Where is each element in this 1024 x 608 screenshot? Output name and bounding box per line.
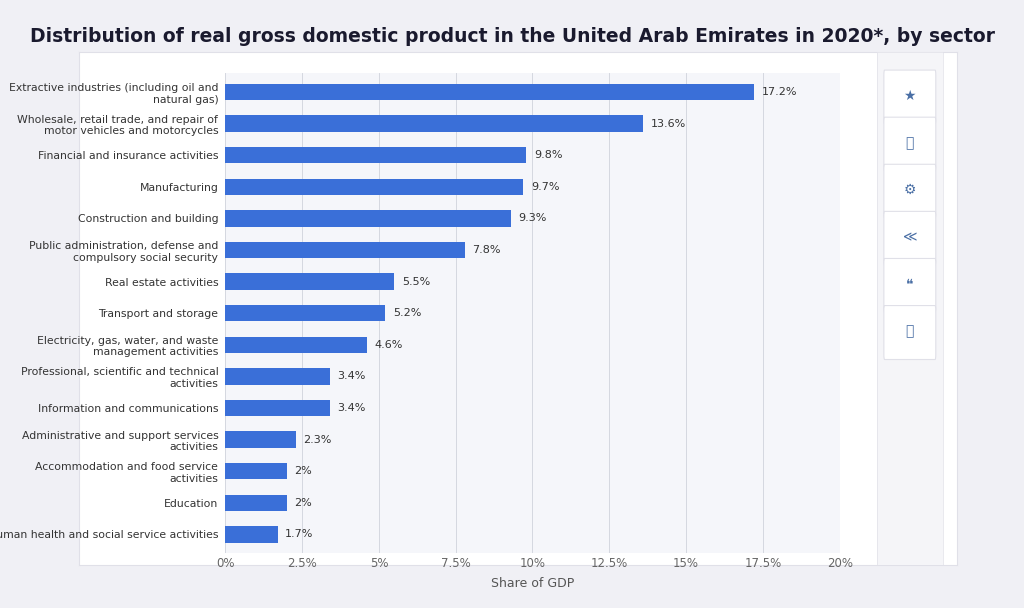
Bar bbox=[225, 494, 287, 511]
Text: ❝: ❝ bbox=[906, 277, 913, 291]
Text: 🔔: 🔔 bbox=[905, 136, 914, 150]
Bar bbox=[225, 526, 278, 542]
Text: 3.4%: 3.4% bbox=[338, 371, 366, 381]
FancyBboxPatch shape bbox=[884, 306, 936, 359]
Bar bbox=[225, 210, 511, 227]
Text: ≪: ≪ bbox=[902, 230, 918, 244]
Text: 9.7%: 9.7% bbox=[530, 182, 559, 192]
Text: 7.8%: 7.8% bbox=[473, 245, 501, 255]
FancyBboxPatch shape bbox=[884, 70, 936, 124]
Bar bbox=[225, 179, 523, 195]
FancyBboxPatch shape bbox=[884, 258, 936, 313]
Bar bbox=[225, 116, 643, 132]
Text: 🖨: 🖨 bbox=[905, 324, 914, 338]
FancyBboxPatch shape bbox=[884, 117, 936, 171]
Text: 2.3%: 2.3% bbox=[303, 435, 332, 444]
Bar bbox=[225, 305, 385, 322]
Bar bbox=[225, 368, 330, 384]
Text: Distribution of real gross domestic product in the United Arab Emirates in 2020*: Distribution of real gross domestic prod… bbox=[30, 27, 994, 46]
Bar bbox=[225, 242, 465, 258]
Text: 2%: 2% bbox=[295, 466, 312, 476]
Text: ⚙: ⚙ bbox=[903, 183, 916, 197]
Bar bbox=[225, 463, 287, 479]
Bar bbox=[225, 399, 330, 416]
Text: 2%: 2% bbox=[295, 498, 312, 508]
Text: 1.7%: 1.7% bbox=[285, 530, 313, 539]
FancyBboxPatch shape bbox=[884, 212, 936, 265]
Bar bbox=[225, 336, 367, 353]
Text: 3.4%: 3.4% bbox=[338, 403, 366, 413]
Text: 4.6%: 4.6% bbox=[375, 340, 402, 350]
Text: 13.6%: 13.6% bbox=[651, 119, 686, 128]
Text: 17.2%: 17.2% bbox=[761, 87, 797, 97]
Bar bbox=[225, 274, 394, 290]
Text: 9.8%: 9.8% bbox=[535, 150, 562, 160]
X-axis label: Share of GDP: Share of GDP bbox=[490, 578, 574, 590]
Text: 5.5%: 5.5% bbox=[401, 277, 430, 286]
Text: 5.2%: 5.2% bbox=[393, 308, 421, 318]
FancyBboxPatch shape bbox=[884, 164, 936, 218]
Bar bbox=[225, 431, 296, 447]
Bar bbox=[225, 147, 526, 164]
Bar bbox=[225, 84, 754, 100]
Text: 9.3%: 9.3% bbox=[519, 213, 547, 223]
Text: ★: ★ bbox=[903, 89, 916, 103]
